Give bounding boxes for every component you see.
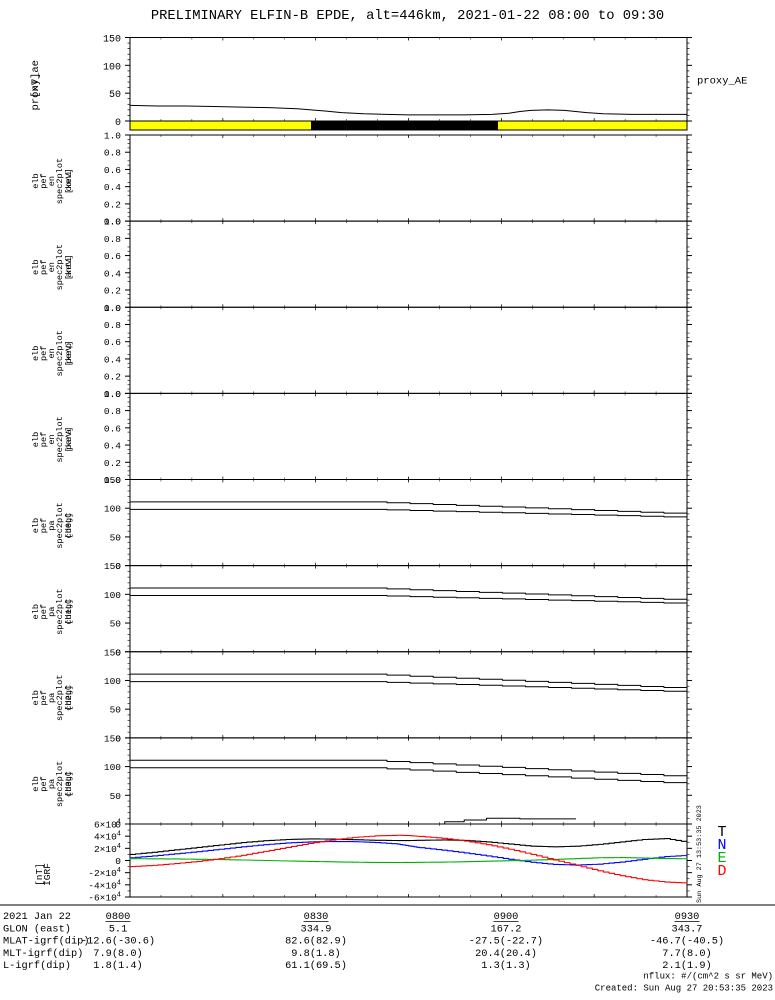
svg-text:100: 100	[104, 762, 121, 773]
svg-text:0.8: 0.8	[104, 148, 121, 159]
svg-text:0.8: 0.8	[104, 406, 121, 417]
svg-text:150: 150	[104, 733, 121, 744]
svg-text:100: 100	[104, 676, 121, 687]
svg-text:0: 0	[115, 856, 121, 867]
svg-text:[keV]: [keV]	[64, 340, 74, 366]
svg-text:9.8(1.8): 9.8(1.8)	[291, 948, 340, 960]
svg-text:0.2: 0.2	[104, 286, 121, 297]
svg-text:[deg]: [deg]	[64, 685, 74, 711]
svg-text:Sun Aug 27 13:53:35 2023: Sun Aug 27 13:53:35 2023	[696, 805, 704, 903]
svg-text:20.4(20.4): 20.4(20.4)	[475, 948, 537, 960]
svg-text:2.1(1.9): 2.1(1.9)	[662, 960, 711, 972]
svg-text:50: 50	[110, 791, 122, 802]
svg-text:1.3(1.3): 1.3(1.3)	[481, 960, 530, 972]
svg-text:[keV]: [keV]	[64, 254, 74, 280]
svg-text:0: 0	[115, 118, 121, 129]
svg-text:D: D	[717, 863, 726, 880]
svg-text:1.0: 1.0	[104, 303, 121, 314]
svg-text:PRELIMINARY ELFIN-B EPDE, alt=: PRELIMINARY ELFIN-B EPDE, alt=446km, 202…	[151, 8, 664, 24]
svg-text:50: 50	[109, 90, 121, 101]
svg-text:1.0: 1.0	[104, 131, 121, 142]
svg-text:7.7(8.0): 7.7(8.0)	[662, 948, 711, 960]
svg-text:[deg]: [deg]	[64, 771, 74, 797]
svg-text:167.2: 167.2	[491, 923, 522, 935]
svg-text:5.1: 5.1	[109, 923, 128, 935]
svg-text:150: 150	[104, 475, 121, 486]
svg-text:0.2: 0.2	[104, 372, 121, 383]
svg-text:[deg]: [deg]	[64, 599, 74, 625]
svg-text:0.4: 0.4	[104, 182, 121, 193]
svg-text:-6×104: -6×104	[88, 892, 121, 904]
svg-text:GLON (east): GLON (east)	[3, 923, 71, 935]
svg-text:0.6: 0.6	[104, 423, 121, 434]
svg-text:61.1(69.5): 61.1(69.5)	[285, 960, 347, 972]
svg-text:-12.6(-30.6): -12.6(-30.6)	[81, 936, 155, 948]
svg-text:0.6: 0.6	[104, 165, 121, 176]
svg-text:1.0: 1.0	[104, 217, 121, 228]
svg-text:1.8(1.4): 1.8(1.4)	[93, 960, 142, 972]
svg-text:100: 100	[104, 590, 121, 601]
svg-text:150: 150	[103, 35, 121, 46]
svg-text:343.7: 343.7	[672, 923, 703, 935]
svg-text:100: 100	[103, 62, 121, 73]
svg-text:7.9(8.0): 7.9(8.0)	[93, 948, 142, 960]
svg-text:50: 50	[110, 619, 122, 630]
svg-text:[deg]: [deg]	[64, 513, 74, 539]
svg-text:MLT-igrf(dip): MLT-igrf(dip)	[3, 948, 83, 960]
svg-text:0.8: 0.8	[104, 234, 121, 245]
svg-text:0.2: 0.2	[104, 458, 121, 469]
svg-text:50: 50	[110, 532, 122, 543]
svg-text:-2×104: -2×104	[88, 867, 121, 879]
svg-text:[nT]: [nT]	[30, 73, 42, 98]
svg-text:0.4: 0.4	[104, 354, 121, 365]
svg-text:[keV]: [keV]	[64, 427, 74, 453]
svg-text:-4×104: -4×104	[88, 879, 121, 891]
svg-text:150: 150	[104, 561, 121, 572]
svg-text:1.0: 1.0	[104, 389, 121, 400]
svg-text:-27.5(-22.7): -27.5(-22.7)	[469, 936, 543, 948]
svg-text:334.9: 334.9	[301, 923, 332, 935]
svg-text:MLAT-igrf(dip): MLAT-igrf(dip)	[3, 936, 90, 948]
svg-text:0.6: 0.6	[104, 337, 121, 348]
svg-text:100: 100	[104, 504, 121, 515]
svg-text:proxy_AE: proxy_AE	[697, 75, 747, 87]
svg-text:0.8: 0.8	[104, 320, 121, 331]
svg-text:[nT]: [nT]	[34, 863, 45, 886]
svg-text:nflux: #/(cm^2 s sr MeV): nflux: #/(cm^2 s sr MeV)	[643, 972, 773, 982]
svg-text:0.4: 0.4	[104, 441, 121, 452]
svg-text:Created: Sun Aug 27 20:53:35 2: Created: Sun Aug 27 20:53:35 2023	[595, 984, 773, 994]
svg-text:82.6(82.9): 82.6(82.9)	[285, 936, 347, 948]
svg-text:50: 50	[110, 705, 122, 716]
svg-text:-46.7(-40.5): -46.7(-40.5)	[650, 936, 724, 948]
svg-text:L-igrf(dip): L-igrf(dip)	[3, 960, 71, 972]
svg-text:[keV]: [keV]	[64, 168, 74, 194]
svg-text:2021 Jan 22: 2021 Jan 22	[3, 911, 71, 923]
svg-text:0.2: 0.2	[104, 199, 121, 210]
svg-text:0.4: 0.4	[104, 268, 121, 279]
svg-text:150: 150	[104, 647, 121, 658]
svg-text:0.6: 0.6	[104, 251, 121, 262]
